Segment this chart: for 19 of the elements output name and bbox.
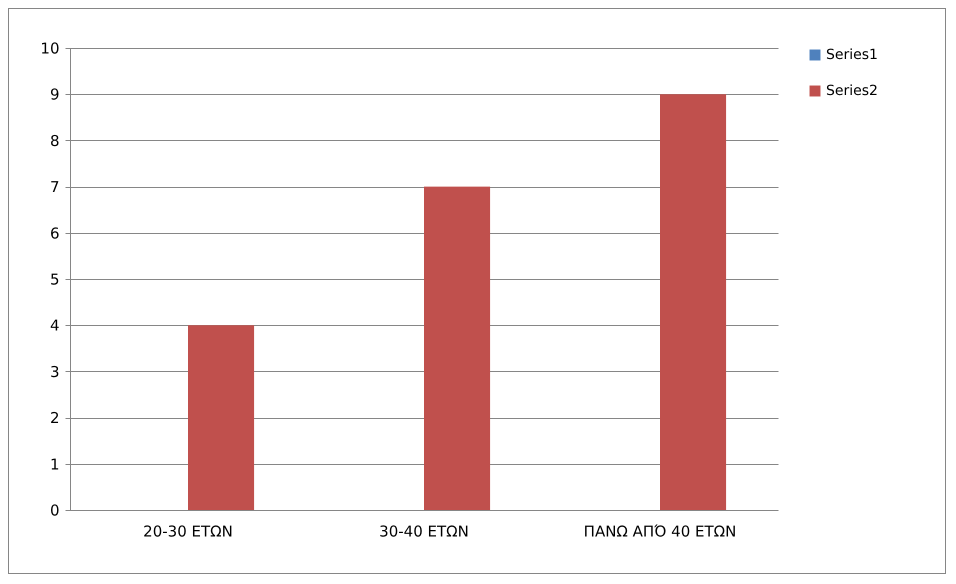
legend-label: Series2: [826, 83, 878, 99]
y-tick-label: 1: [50, 455, 60, 474]
y-tick-label: 6: [50, 224, 60, 242]
x-tick-label: ΠΑΝΩ ΑΠΌ 40 ΕΤΩΝ: [584, 522, 736, 540]
y-tick-label: 2: [50, 409, 60, 428]
y-tick-label: 10: [40, 40, 60, 58]
x-tick-label: 20-30 ΕΤΩΝ: [143, 522, 233, 540]
x-tick-label: 30-40 ΕΤΩΝ: [379, 522, 469, 540]
y-tick-label: 7: [50, 178, 60, 196]
y-tick-label: 4: [50, 316, 60, 335]
bar: [188, 325, 254, 510]
y-tick-label: 9: [50, 86, 60, 104]
y-tick-label: 3: [50, 362, 60, 381]
y-tick-label: 5: [50, 270, 60, 288]
legend-label: Series1: [826, 47, 878, 63]
bar: [424, 186, 490, 510]
bar: [660, 94, 726, 510]
y-tick-label: 8: [50, 132, 60, 150]
y-tick-label: 0: [50, 502, 60, 520]
